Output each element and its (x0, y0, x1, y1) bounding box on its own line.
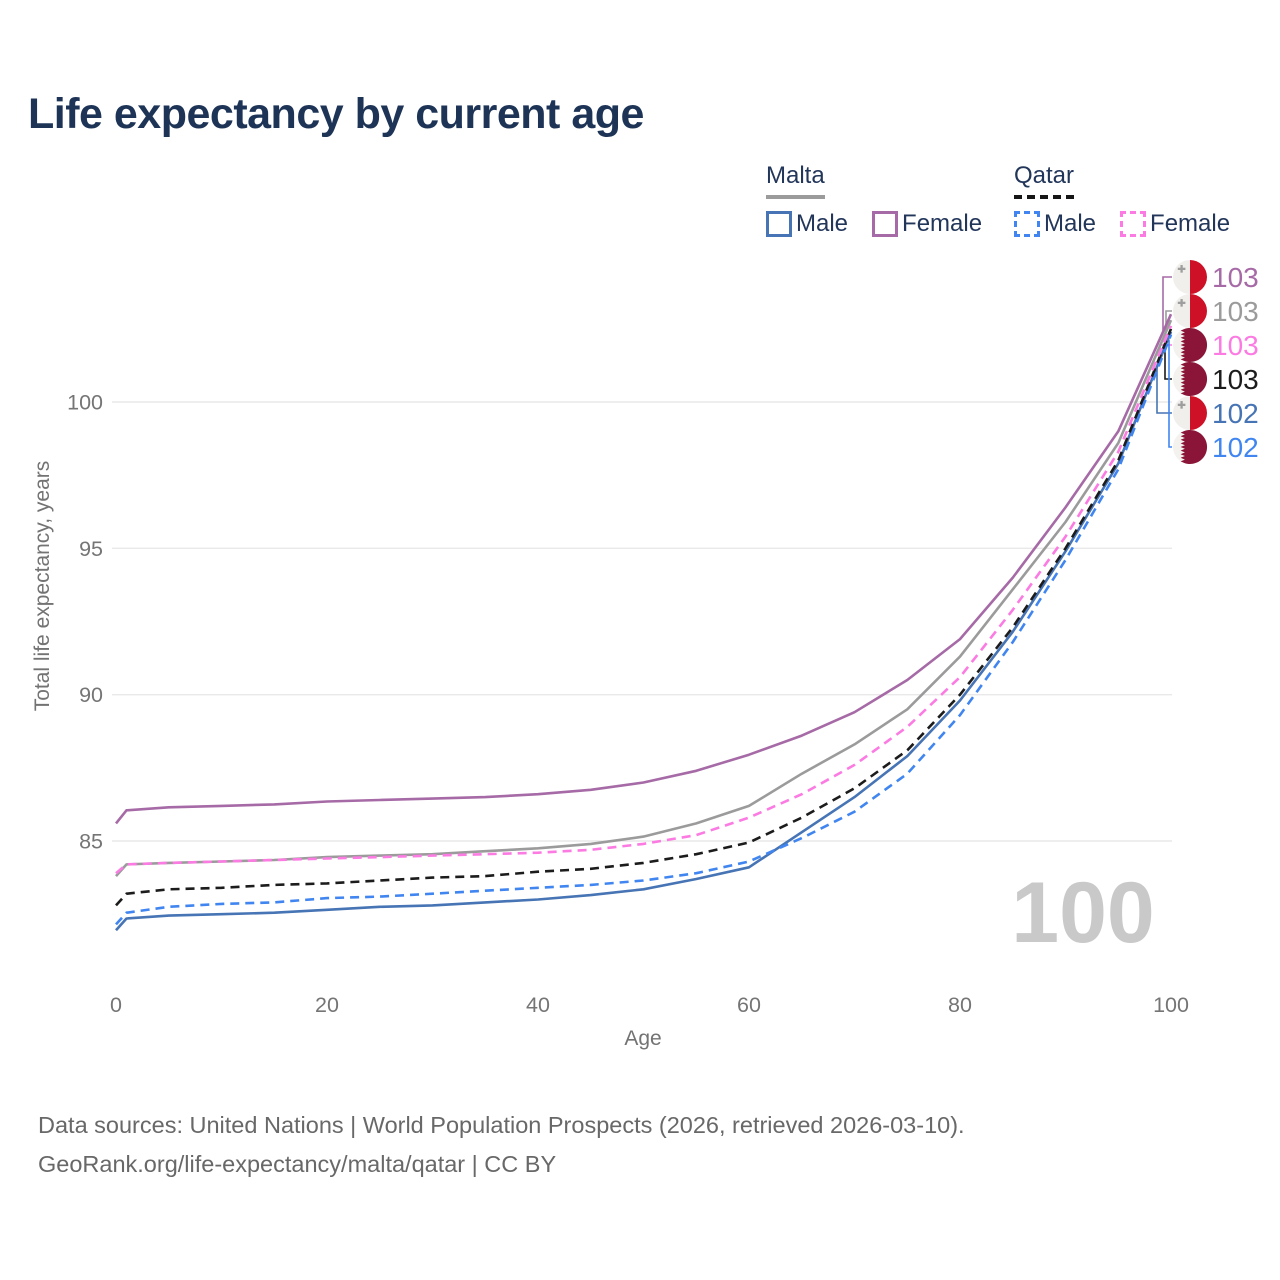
qatar-flag-icon (1173, 362, 1208, 396)
end-value-label: 103 (1212, 330, 1259, 361)
x-tick-label: 0 (110, 993, 122, 1017)
x-tick-label: 100 (1153, 993, 1189, 1017)
end-value-label: 103 (1212, 262, 1259, 293)
series-line-qatar-both-sexes (115, 328, 1173, 907)
end-value-label: 102 (1212, 398, 1259, 429)
legend-group-qatar: Qatar Male Female (1014, 162, 1230, 238)
end-label-leader (1164, 343, 1172, 380)
end-label-leader (1165, 310, 1172, 332)
legend-label-malta-male[interactable]: Male (796, 210, 849, 237)
legend-group-title-malta: Malta (766, 162, 825, 199)
x-axis-title: Age (624, 1027, 662, 1050)
y-tick-label: 90 (79, 683, 103, 707)
x-tick-label: 80 (948, 993, 972, 1017)
y-tick-label: 95 (79, 537, 103, 561)
y-axis-title: Total life expectancy, years (31, 460, 54, 712)
series-line-malta-male (115, 331, 1173, 932)
x-tick-label: 60 (737, 993, 761, 1017)
series-line-qatar-female (115, 325, 1173, 875)
legend-group-malta: Malta Male Female (766, 162, 982, 238)
legend-swatch-qatar-male[interactable] (1014, 211, 1040, 237)
malta-flag-icon (1173, 396, 1207, 430)
qatar-flag-icon (1173, 429, 1208, 464)
end-label-leader (1162, 276, 1172, 332)
end-label-leader (1159, 344, 1172, 353)
end-label-leader (1156, 366, 1172, 414)
legend-swatch-malta-female[interactable] (872, 211, 899, 237)
malta-flag-icon (1173, 294, 1207, 328)
legend-label-qatar-male[interactable]: Male (1044, 210, 1097, 237)
end-value-label: 102 (1212, 432, 1259, 463)
malta-flag-icon (1173, 260, 1207, 294)
page-title: Life expectancy by current age (28, 90, 644, 138)
x-tick-label: 40 (526, 993, 550, 1017)
watermark-age-100: 100 (1011, 865, 1155, 961)
y-tick-label: 85 (79, 829, 103, 853)
series-line-malta-both-sexes (115, 319, 1173, 877)
series-line-malta-female (114, 313, 1173, 825)
end-label-leader (1168, 339, 1172, 448)
end-value-label: 103 (1212, 296, 1259, 327)
end-value-label: 103 (1212, 364, 1259, 395)
footer-data-sources: Data sources: United Nations | World Pop… (38, 1112, 965, 1138)
footer-attribution: GeoRank.org/life-expectancy/malta/qatar … (38, 1151, 557, 1177)
legend-label-malta-female[interactable]: Female (902, 210, 983, 237)
legend-swatch-qatar-female[interactable] (1120, 211, 1147, 237)
legend-label-qatar-female[interactable]: Female (1150, 210, 1231, 237)
legend-swatch-malta-male[interactable] (766, 211, 792, 237)
x-tick-label: 20 (315, 993, 339, 1017)
y-tick-label: 100 (67, 391, 103, 415)
qatar-flag-icon (1173, 327, 1208, 362)
legend-group-title-qatar: Qatar (1014, 162, 1075, 199)
series-line-qatar-male (115, 334, 1173, 926)
footer: Data sources: United Nations | World Pop… (38, 1106, 965, 1184)
